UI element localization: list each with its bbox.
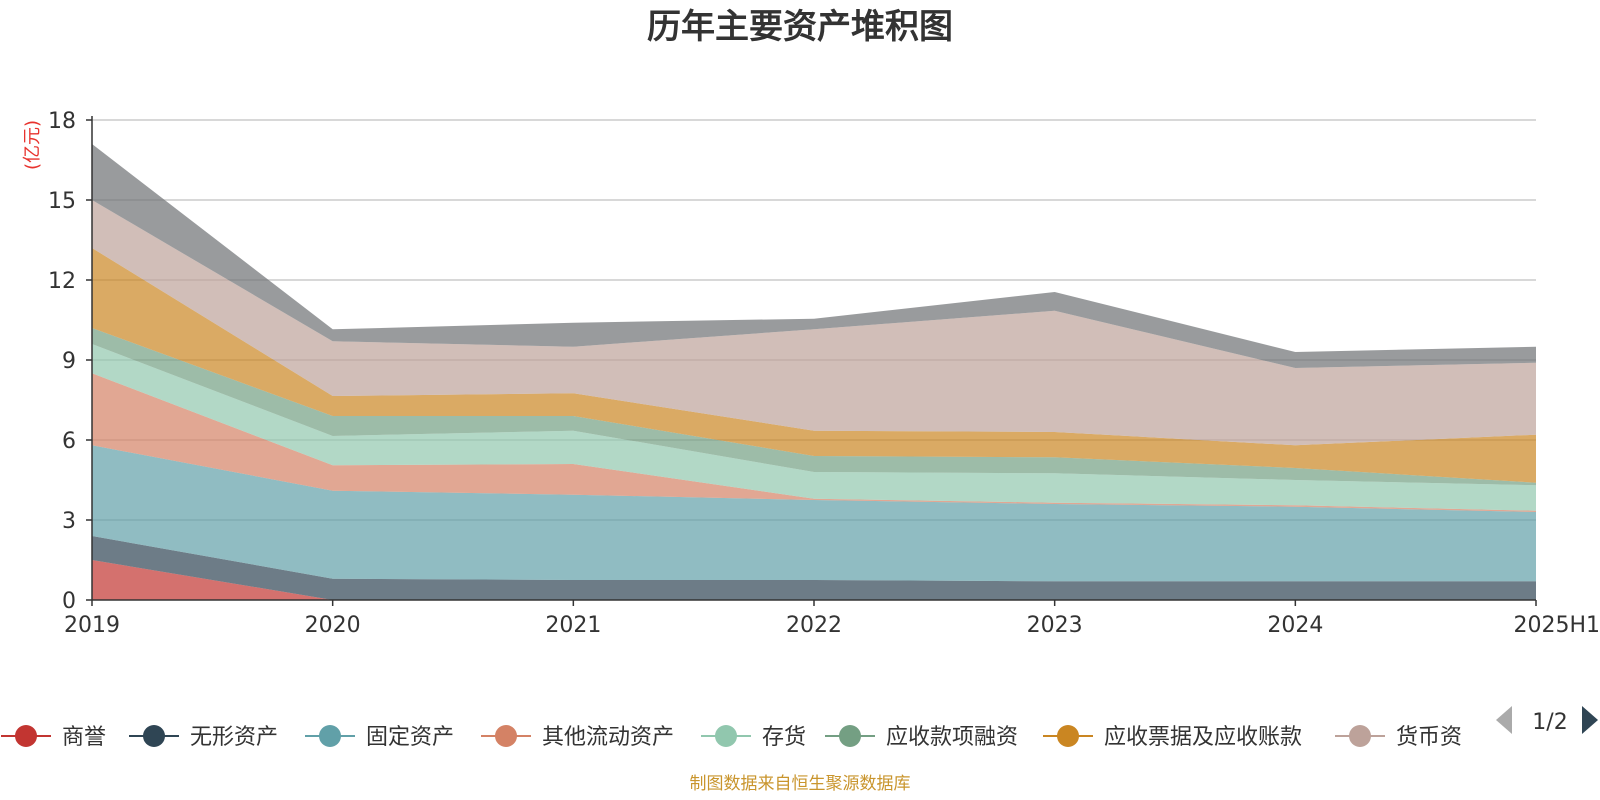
legend-label: 其他流动资产 xyxy=(542,725,674,750)
legend-label: 固定资产 xyxy=(366,725,454,750)
x-tick-label: 2025H1 xyxy=(1513,613,1600,638)
legend-item[interactable]: 固定资产 xyxy=(305,725,454,750)
area-无形资产 xyxy=(92,536,1536,600)
legend-marker xyxy=(15,725,37,747)
legend-marker xyxy=(1349,725,1371,747)
area-应收票据及应收账款 xyxy=(92,248,1536,483)
legend-item[interactable]: 货币资 xyxy=(1335,725,1462,750)
legend-item[interactable]: 存货 xyxy=(701,725,806,750)
legend-pager[interactable]: 1/2 xyxy=(1496,706,1598,735)
area-货币资金 xyxy=(92,200,1536,446)
legend-item[interactable]: 应收款项融资 xyxy=(825,725,1018,750)
x-tick-label: 2024 xyxy=(1267,613,1323,638)
y-tick-label: 9 xyxy=(62,349,76,374)
x-tick-label: 2023 xyxy=(1027,613,1083,638)
legend-item[interactable]: 其他流动资产 xyxy=(481,725,674,750)
legend-label: 应收票据及应收账款 xyxy=(1104,725,1302,750)
source-note: 制图数据来自恒生聚源数据库 xyxy=(690,774,911,794)
legend-marker xyxy=(839,725,861,747)
legend-marker xyxy=(495,725,517,747)
legend-marker xyxy=(143,725,165,747)
legend-item[interactable]: 应收票据及应收账款 xyxy=(1043,725,1302,750)
triangle-left-icon[interactable] xyxy=(1496,706,1512,734)
legend-item[interactable]: 无形资产 xyxy=(129,725,278,750)
legend-page-indicator: 1/2 xyxy=(1532,710,1567,735)
y-unit-label: (亿元) xyxy=(22,120,43,170)
triangle-right-icon[interactable] xyxy=(1582,706,1598,734)
area-其他 xyxy=(92,144,1536,368)
axes: 0 3 6 9 12 15 18 2019 2020 2021 2022 2023 2024 2025H1 xyxy=(48,109,1600,638)
x-tick-label: 2019 xyxy=(64,613,120,638)
area-存货 xyxy=(92,344,1536,511)
legend-marker xyxy=(319,725,341,747)
x-tick-label: 2020 xyxy=(305,613,361,638)
y-tick-label: 0 xyxy=(62,589,76,614)
legend-label: 无形资产 xyxy=(190,725,278,750)
legend[interactable]: 商誉 无形资产 固定资产 其他流动资产 存货 应收款项融资 应收票据及应收账款 货币资 xyxy=(1,725,1462,750)
legend-item[interactable]: 商誉 xyxy=(1,725,106,750)
x-tick-label: 2021 xyxy=(545,613,601,638)
legend-label: 应收款项融资 xyxy=(886,725,1018,750)
y-tick-label: 18 xyxy=(48,109,76,134)
legend-marker xyxy=(715,725,737,747)
y-tick-label: 15 xyxy=(48,189,76,214)
y-tick-label: 6 xyxy=(62,429,76,454)
legend-label: 商誉 xyxy=(62,725,106,750)
x-tick-label: 2022 xyxy=(786,613,842,638)
chart-title: 历年主要资产堆积图 xyxy=(647,7,953,47)
area-其他流动资产 xyxy=(92,373,1536,512)
area-商誉 xyxy=(92,560,1536,600)
y-tick-label: 12 xyxy=(48,269,76,294)
legend-label: 货币资 xyxy=(1396,725,1462,750)
area-固定资产 xyxy=(92,445,1536,582)
legend-label: 存货 xyxy=(762,725,806,750)
y-tick-label: 3 xyxy=(62,509,76,534)
legend-marker xyxy=(1057,725,1079,747)
area-series xyxy=(92,144,1536,600)
